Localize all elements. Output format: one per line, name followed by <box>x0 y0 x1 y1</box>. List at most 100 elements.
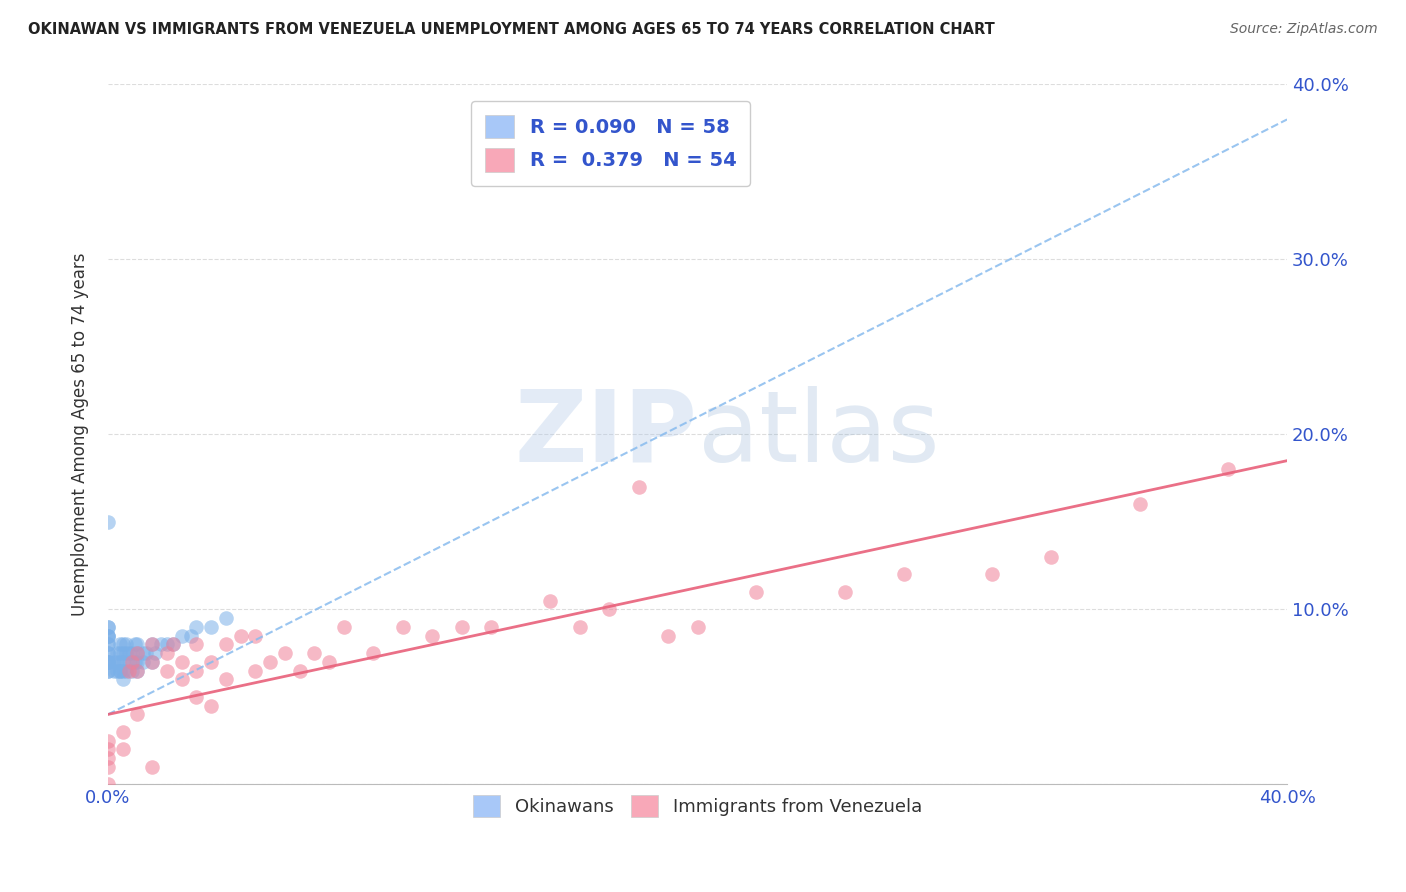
Point <box>361 646 384 660</box>
Point <box>143 646 166 660</box>
Point <box>117 646 139 660</box>
Text: Source: ZipAtlas.com: Source: ZipAtlas.com <box>1230 22 1378 37</box>
Point <box>479 620 502 634</box>
Point <box>121 646 143 660</box>
Point <box>745 585 768 599</box>
Point <box>135 646 157 660</box>
Point <box>274 646 297 660</box>
Point <box>450 620 472 634</box>
Point <box>1040 549 1063 564</box>
Point <box>229 629 252 643</box>
Point <box>318 655 340 669</box>
Point <box>97 646 120 660</box>
Point <box>568 620 591 634</box>
Point <box>127 655 149 669</box>
Point <box>170 673 193 687</box>
Point <box>186 690 208 704</box>
Text: OKINAWAN VS IMMIGRANTS FROM VENEZUELA UNEMPLOYMENT AMONG AGES 65 TO 74 YEARS COR: OKINAWAN VS IMMIGRANTS FROM VENEZUELA UN… <box>28 22 995 37</box>
Point <box>97 655 120 669</box>
Point <box>97 637 120 651</box>
Point <box>114 646 136 660</box>
Point <box>127 646 149 660</box>
Point <box>111 646 134 660</box>
Point <box>97 742 120 756</box>
Point <box>259 655 281 669</box>
Point <box>1216 462 1239 476</box>
Point <box>420 629 443 643</box>
Point <box>598 602 620 616</box>
Point <box>981 567 1004 582</box>
Point <box>288 664 311 678</box>
Point <box>200 655 222 669</box>
Point <box>105 664 128 678</box>
Point <box>117 664 139 678</box>
Point <box>108 655 131 669</box>
Point <box>97 515 120 529</box>
Point <box>127 637 149 651</box>
Point <box>111 655 134 669</box>
Point <box>200 698 222 713</box>
Point <box>97 760 120 774</box>
Point <box>538 593 561 607</box>
Point <box>124 637 146 651</box>
Point <box>97 637 120 651</box>
Point <box>103 664 125 678</box>
Point <box>156 646 179 660</box>
Point <box>111 673 134 687</box>
Point <box>114 664 136 678</box>
Point <box>105 646 128 660</box>
Point <box>132 646 155 660</box>
Legend: Okinawans, Immigrants from Venezuela: Okinawans, Immigrants from Venezuela <box>465 788 929 824</box>
Point <box>304 646 326 660</box>
Point <box>127 707 149 722</box>
Point <box>215 637 238 651</box>
Point <box>97 646 120 660</box>
Point <box>117 655 139 669</box>
Point <box>657 629 679 643</box>
Point <box>124 655 146 669</box>
Point <box>170 655 193 669</box>
Point <box>105 655 128 669</box>
Point <box>97 655 120 669</box>
Point <box>111 742 134 756</box>
Point <box>180 629 202 643</box>
Point <box>186 620 208 634</box>
Point <box>121 664 143 678</box>
Point <box>127 664 149 678</box>
Point <box>97 629 120 643</box>
Point <box>150 637 173 651</box>
Point <box>215 673 238 687</box>
Y-axis label: Unemployment Among Ages 65 to 74 years: Unemployment Among Ages 65 to 74 years <box>72 252 89 616</box>
Point <box>162 637 184 651</box>
Point <box>103 655 125 669</box>
Point <box>111 664 134 678</box>
Point <box>127 664 149 678</box>
Point <box>391 620 413 634</box>
Point <box>97 620 120 634</box>
Point <box>141 637 163 651</box>
Point <box>97 664 120 678</box>
Point <box>97 655 120 669</box>
Point <box>245 664 267 678</box>
Point <box>141 637 163 651</box>
Point <box>186 664 208 678</box>
Point <box>627 480 650 494</box>
Point <box>108 637 131 651</box>
Point <box>108 664 131 678</box>
Text: atlas: atlas <box>697 386 939 483</box>
Point <box>141 655 163 669</box>
Point <box>97 629 120 643</box>
Point <box>97 664 120 678</box>
Point <box>97 629 120 643</box>
Point <box>111 725 134 739</box>
Point <box>186 637 208 651</box>
Point <box>97 620 120 634</box>
Point <box>200 620 222 634</box>
Point <box>121 655 143 669</box>
Point <box>893 567 915 582</box>
Point <box>156 637 179 651</box>
Point <box>215 611 238 625</box>
Point <box>170 629 193 643</box>
Point <box>141 760 163 774</box>
Point <box>1129 498 1152 512</box>
